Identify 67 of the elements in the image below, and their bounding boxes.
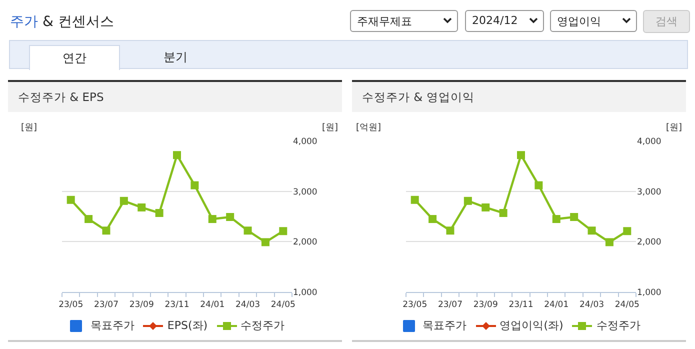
point xyxy=(244,226,252,235)
point xyxy=(173,151,181,160)
point xyxy=(464,196,472,205)
point xyxy=(102,226,110,235)
point xyxy=(226,213,234,221)
legend-label: 목표주가 xyxy=(90,318,134,333)
point xyxy=(208,215,216,224)
point xyxy=(428,215,437,224)
x-tick-label: 23/11 xyxy=(508,300,534,310)
y2-tick-label: 4,000 xyxy=(637,136,662,147)
point xyxy=(623,227,632,236)
chart-title: 수정주가 & 영업이익 xyxy=(352,82,686,112)
y2-axis-title: [원] xyxy=(322,123,338,133)
point xyxy=(155,208,164,217)
y2-tick-label: 3,000 xyxy=(637,187,662,198)
x-tick-label: 24/05 xyxy=(614,300,640,310)
x-tick-label: 24/03 xyxy=(580,300,604,310)
text: 주가 & 컨센서스 xyxy=(10,14,114,30)
y2-tick-label: 2,000 xyxy=(293,238,318,248)
point xyxy=(534,181,543,190)
point xyxy=(605,238,614,246)
chart-title: 수정주가 & EPS xyxy=(8,82,342,112)
point xyxy=(446,226,454,235)
legend-label: 수정주가 xyxy=(240,318,285,333)
text: 2024/12 xyxy=(472,14,518,27)
x-tick-label: 24/01 xyxy=(544,300,569,310)
y2-tick-label: 1,000 xyxy=(293,288,318,298)
point xyxy=(138,203,146,212)
text: 분기 xyxy=(162,49,188,66)
point xyxy=(410,196,419,204)
point xyxy=(570,213,578,221)
point xyxy=(84,215,93,224)
point xyxy=(499,208,508,217)
text: 주재무제표 xyxy=(357,15,412,28)
legend-label: EPS(좌) xyxy=(167,318,208,333)
x-tick-label: 24/05 xyxy=(270,300,296,310)
point xyxy=(120,196,128,205)
y2-tick-label: 1,000 xyxy=(637,288,662,298)
y2-tick-label: 4,000 xyxy=(293,136,318,147)
point xyxy=(552,215,560,224)
legend-label: 목표주가 xyxy=(422,318,467,333)
x-tick-label: 23/11 xyxy=(164,300,190,310)
x-tick-label: 23/07 xyxy=(438,300,462,310)
y2-tick-label: 2,000 xyxy=(637,238,662,248)
x-tick-label: 24/01 xyxy=(200,300,225,310)
y2-tick-label: 3,000 xyxy=(293,187,318,198)
x-tick-label: 23/05 xyxy=(58,300,84,310)
point xyxy=(517,151,525,160)
point xyxy=(588,226,596,235)
y-axis-title: [억원] xyxy=(356,123,382,133)
point xyxy=(482,203,490,212)
point xyxy=(190,181,199,190)
point xyxy=(261,238,270,246)
text: 연간 xyxy=(29,45,120,70)
point xyxy=(279,227,288,236)
legend-label: 영업이익(좌) xyxy=(500,318,564,333)
text: 검색 xyxy=(643,10,690,33)
x-tick-label: 23/05 xyxy=(402,300,428,310)
x-tick-label: 23/09 xyxy=(473,300,498,310)
y2-axis-title: [원] xyxy=(666,123,682,133)
legend-label: 수정주가 xyxy=(596,318,640,333)
y-axis-title: [원] xyxy=(21,123,38,133)
x-tick-label: 24/03 xyxy=(236,300,260,310)
x-tick-label: 23/09 xyxy=(129,300,154,310)
point xyxy=(66,196,75,204)
text: 영업이익 xyxy=(557,15,601,28)
x-tick-label: 23/07 xyxy=(94,300,118,310)
